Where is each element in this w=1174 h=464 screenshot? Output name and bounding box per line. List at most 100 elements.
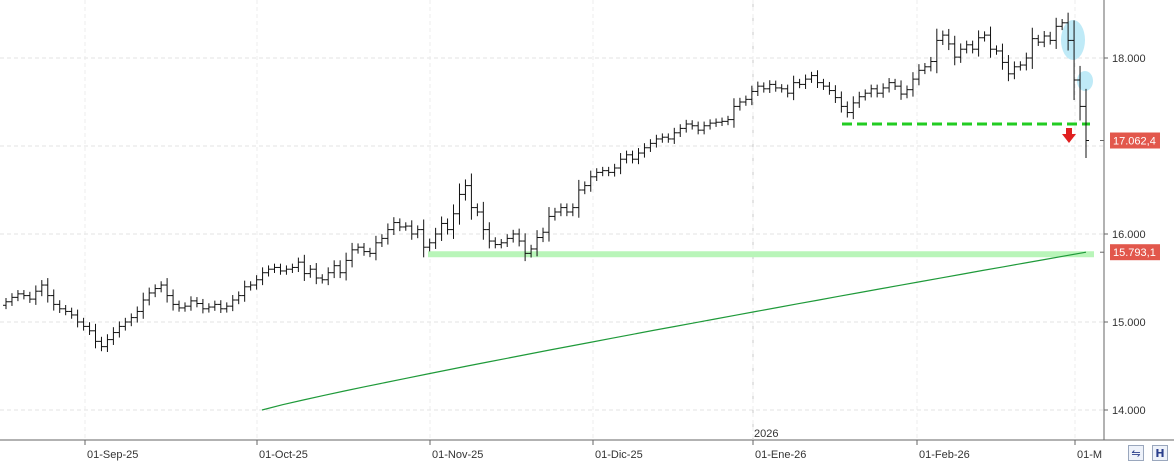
ohlc-bar	[337, 260, 344, 279]
ohlc-bar	[999, 43, 1006, 70]
ohlc-bar	[450, 204, 457, 239]
ohlc-bar	[1059, 19, 1066, 31]
ohlc-bar	[778, 84, 785, 93]
ohlc-bar	[1083, 88, 1089, 159]
ohlc-bar	[1053, 17, 1060, 49]
ohlc-bar	[361, 243, 368, 256]
ohlc-bar	[814, 70, 821, 89]
scroll-arrows-icon[interactable]: ⇋	[1128, 445, 1144, 461]
ohlc-bar	[545, 207, 552, 242]
ohlc-bar	[80, 317, 87, 331]
support-band	[428, 251, 1094, 258]
ohlc-bar	[426, 238, 433, 252]
ohlc-bar	[987, 26, 994, 58]
ohlc-bar	[492, 237, 499, 249]
ohlc-bar	[468, 173, 475, 220]
ohlc-bar	[641, 143, 648, 158]
ohlc-bar	[462, 179, 469, 201]
ohlc-bar	[325, 267, 332, 286]
ohlc-bar	[695, 121, 702, 135]
ohlc-bar	[14, 290, 21, 302]
y-tick-label: 16.000	[1112, 229, 1146, 241]
ohlc-bar	[742, 95, 749, 106]
ohlc-bar	[271, 263, 278, 273]
h-tool-icon[interactable]: H	[1152, 445, 1168, 461]
ohlc-bar	[599, 166, 606, 177]
x-tick-label: 01-M	[1077, 449, 1102, 461]
ohlc-bar	[229, 295, 236, 312]
ohlc-bar	[408, 220, 415, 240]
ohlc-bar	[277, 263, 284, 275]
ohlc-bar	[915, 64, 922, 86]
x-tick-label: 01-Feb-26	[919, 449, 970, 461]
ohlc-bar	[563, 203, 570, 217]
ohlc-bar	[86, 322, 93, 335]
ohlc-bar	[1047, 31, 1054, 45]
ohlc-bar	[874, 84, 881, 98]
ohlc-bar	[528, 244, 535, 258]
ohlc-bar	[957, 43, 964, 63]
x-tick-label: 01-Oct-25	[259, 449, 308, 461]
ohlc-bar	[313, 263, 320, 285]
ohlc-bar	[187, 296, 194, 311]
ohlc-bar	[784, 84, 791, 98]
ohlc-bar	[384, 223, 391, 245]
y-tick-label: 18.000	[1112, 53, 1146, 65]
ohlc-bar	[611, 163, 618, 177]
ohlc-bar	[504, 234, 511, 247]
ohlc-bar	[909, 72, 916, 97]
ohlc-bar	[283, 265, 290, 275]
ohlc-bar	[808, 71, 815, 83]
ohlc-bar	[730, 98, 737, 128]
ohlc-bar	[366, 247, 373, 258]
ohlc-bar	[146, 287, 153, 306]
ohlc-bar	[713, 118, 720, 127]
ohlc-bar	[993, 45, 1000, 55]
ohlc-bar	[152, 284, 159, 298]
ohlc-bar	[635, 148, 642, 165]
ohlc-bar	[355, 243, 362, 254]
ohlc-bar	[456, 183, 463, 225]
ohlc-bar	[3, 297, 9, 310]
ohlc-bar	[474, 203, 481, 217]
ohlc-bar	[1035, 34, 1042, 46]
ohlc-bar	[402, 222, 409, 231]
ohlc-bar	[396, 218, 403, 232]
ohlc-bar	[1029, 27, 1036, 69]
ohlc-bar	[659, 133, 666, 143]
ohlc-bar	[140, 292, 147, 319]
ohlc-bar	[241, 280, 248, 302]
ohlc-bar	[92, 323, 99, 349]
ohlc-bar	[1023, 52, 1030, 71]
ohlc-bar	[414, 225, 421, 239]
y-tick-label: 15.000	[1112, 317, 1146, 329]
ohlc-bar	[724, 115, 731, 126]
ohlc-bar	[193, 297, 200, 308]
ohlc-bar	[1077, 65, 1084, 121]
ohlc-bar	[653, 134, 660, 148]
ohlc-bar	[211, 300, 218, 311]
ohlc-bar	[820, 78, 827, 90]
ohlc-bar	[772, 80, 779, 92]
ohlc-bar	[766, 80, 773, 93]
ohlc-bar	[301, 254, 308, 281]
ohlc-bar	[903, 85, 910, 99]
ohlc-bar	[50, 289, 57, 311]
ohlc-bar	[921, 63, 928, 75]
ohlc-bar	[557, 203, 564, 217]
ohlc-bar	[981, 31, 988, 42]
ohlc-bar	[134, 306, 141, 323]
ohlc-bar	[802, 74, 809, 89]
ohlc-bar	[701, 121, 708, 135]
ohlc-bar	[110, 327, 117, 345]
ohlc-bar	[898, 80, 905, 100]
ohlc-bar	[122, 317, 129, 331]
ohlc-bar	[182, 302, 189, 312]
ohlc-bar	[1065, 12, 1072, 51]
ohlc-bar	[736, 97, 743, 111]
ohlc-bar	[176, 300, 183, 312]
y-tick-label: 14.000	[1112, 405, 1146, 417]
ohlc-bar	[623, 150, 630, 164]
